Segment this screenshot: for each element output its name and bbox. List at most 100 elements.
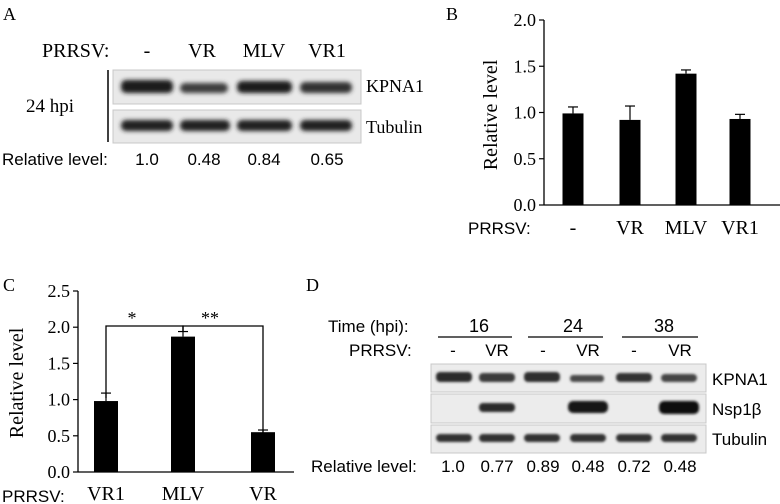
panel-a: A PRRSV: - VR MLV VR1 24 hpi KPNA1 Tubul…: [2, 4, 424, 169]
panel-c: C Relative level 0.0 0.5 1.0 1.5 2.0 2.5 VR1 ML…: [2, 275, 294, 504]
x-tick-label: VR1: [721, 217, 759, 239]
y-tick-label: 2.5: [48, 281, 71, 301]
y-tick-label: 1.0: [48, 390, 71, 410]
band: [121, 80, 173, 93]
panel-d-time-value: 16: [469, 316, 489, 336]
x-tick-label: VR: [616, 217, 644, 239]
bar: [619, 119, 641, 205]
y-tick-label: 1.5: [48, 353, 71, 373]
blot-label-tubulin: Tubulin: [366, 117, 422, 137]
band: [616, 373, 652, 382]
panel-c-chart: 0.0 0.5 1.0 1.5 2.0 2.5 VR1 MLV VR: [48, 281, 294, 504]
panel-d-time-label: Time (hpi):: [328, 317, 409, 336]
band: [436, 434, 472, 442]
y-tick-label: 0.5: [48, 426, 71, 446]
panel-d-lane-label: -: [450, 341, 456, 360]
panel-b: B Relative level 0.0 0.5 1.0 1.5 2.0 - VR MLV VR…: [446, 4, 780, 239]
x-tick-label: MLV: [162, 483, 205, 504]
panel-d-relative-value: 0.89: [526, 457, 559, 476]
panel-a-lane-label: MLV: [243, 40, 286, 62]
band: [180, 83, 228, 93]
band: [659, 401, 699, 414]
panel-d-time-value: 24: [563, 316, 583, 336]
band: [479, 403, 515, 412]
band: [436, 372, 472, 382]
band: [237, 81, 292, 93]
panel-d-relative-value: 1.0: [441, 457, 465, 476]
significance-bracket: [182, 325, 264, 452]
blot-label-tubulin-d: Tubulin: [712, 430, 767, 449]
y-tick-label: 2.0: [514, 10, 537, 30]
panel-a-virus-label: PRRSV:: [42, 40, 109, 62]
band: [616, 434, 652, 442]
y-tick-label: 0.0: [514, 195, 537, 215]
panel-d-letter: D: [306, 275, 319, 295]
panel-d-relative-value: 0.77: [480, 457, 513, 476]
band: [300, 82, 352, 93]
panel-a-relative-value: 0.48: [187, 150, 220, 169]
panel-d-relative-value: 0.48: [663, 457, 696, 476]
bar: [675, 73, 697, 206]
panel-b-letter: B: [446, 4, 458, 24]
panel-a-lane-label: VR: [188, 40, 216, 62]
band: [524, 372, 560, 382]
panel-a-lane-label: VR1: [308, 40, 346, 62]
panel-d-relative-value: 0.72: [617, 457, 650, 476]
panel-d-time-value: 38: [654, 316, 674, 336]
band: [661, 434, 697, 442]
band: [121, 120, 173, 131]
panel-a-relative-label: Relative level:: [2, 150, 108, 169]
panel-d-lane-label: VR: [485, 341, 509, 360]
band: [570, 375, 604, 382]
band: [661, 374, 697, 382]
panel-b-y-axis-label: Relative level: [480, 59, 502, 170]
blot-label-kpna1-d: KPNA1: [712, 370, 768, 389]
panel-d-lane-label: -: [540, 341, 546, 360]
panel-d: D Time (hpi): 16 24 38 PRRSV: - VR - VR …: [306, 275, 768, 476]
y-tick-label: 1.5: [514, 56, 537, 76]
blot-label-nsp1b: Nsp1β: [712, 400, 762, 419]
band: [180, 120, 230, 131]
panel-b-chart: 0.0 0.5 1.0 1.5 2.0 - VR MLV VR1: [514, 10, 780, 239]
band: [479, 373, 515, 382]
x-tick-label: VR1: [87, 483, 125, 504]
bar: [171, 336, 195, 472]
blot-bands-tubulin: [121, 120, 352, 131]
bar: [94, 401, 118, 472]
blot-bands-kpna1: [121, 80, 352, 93]
band: [479, 434, 515, 442]
panel-d-relative-value: 0.48: [571, 457, 604, 476]
blot-strip-kpna1-d: [430, 363, 707, 393]
significance-star: **: [201, 308, 219, 328]
panel-a-lane-label: -: [144, 40, 151, 62]
panel-a-relative-value: 1.0: [135, 150, 159, 169]
panel-a-letter: A: [3, 4, 16, 24]
panel-d-virus-label: PRRSV:: [349, 341, 412, 360]
panel-c-x-prefix: PRRSV:: [2, 487, 65, 504]
y-tick-label: 2.0: [48, 317, 71, 337]
panel-a-relative-value: 0.84: [247, 150, 280, 169]
panel-a-relative-value: 0.65: [310, 150, 343, 169]
bar: [562, 113, 584, 205]
band: [237, 120, 292, 131]
panel-d-lane-label: VR: [668, 341, 692, 360]
x-tick-label: -: [570, 217, 577, 239]
bar: [729, 118, 751, 205]
band: [568, 401, 608, 413]
panel-d-relative-label: Relative level:: [311, 457, 417, 476]
panel-c-letter: C: [3, 275, 15, 295]
blot-label-kpna1: KPNA1: [366, 76, 424, 96]
band: [524, 434, 560, 442]
x-tick-label: MLV: [665, 217, 708, 239]
blot-strip-tubulin-d: [430, 424, 707, 454]
blot-bands-nsp1b: [479, 401, 699, 414]
x-tick-label: VR: [249, 483, 277, 504]
panel-d-lane-label: VR: [576, 341, 600, 360]
panel-b-x-prefix: PRRSV:: [468, 219, 531, 238]
blot-bands-kpna1-d: [436, 372, 697, 382]
panel-c-y-axis-label: Relative level: [6, 327, 28, 438]
panel-d-lane-label: -: [631, 341, 637, 360]
y-tick-label: 1.0: [514, 103, 537, 123]
blot-bands-tubulin-d: [436, 434, 697, 442]
